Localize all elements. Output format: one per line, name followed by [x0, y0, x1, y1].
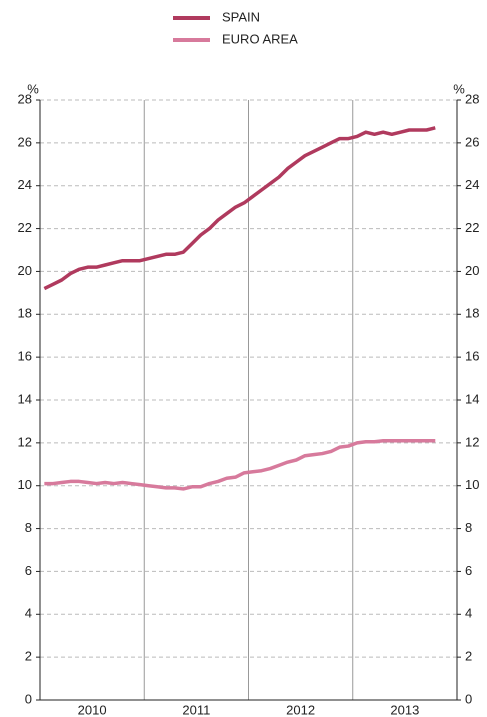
y2-tick-label: 20 [465, 263, 479, 278]
y2-tick-label: 0 [465, 691, 472, 706]
y2-tick-label: 22 [465, 220, 479, 235]
y-tick-label: 4 [25, 606, 32, 621]
legend-label: SPAIN [222, 9, 260, 24]
y2-tick-label: 24 [465, 177, 479, 192]
y2-tick-label: 2 [465, 649, 472, 664]
y-tick-label: 2 [25, 649, 32, 664]
y-tick-label: 12 [18, 434, 32, 449]
x-tick-label: 2010 [78, 702, 107, 717]
y2-tick-label: 8 [465, 520, 472, 535]
y-tick-label: 24 [18, 177, 32, 192]
x-tick-label: 2013 [390, 702, 419, 717]
series-line [43, 126, 436, 291]
y-tick-label: 26 [18, 134, 32, 149]
y-tick-label: 16 [18, 349, 32, 364]
y-tick-label: 0 [25, 691, 32, 706]
y2-tick-label: 16 [465, 349, 479, 364]
y-unit: % [27, 81, 39, 96]
legend-label: EURO AREA [222, 31, 298, 46]
y2-tick-label: 6 [465, 563, 472, 578]
y2-unit: % [453, 81, 465, 96]
y2-tick-label: 18 [465, 306, 479, 321]
y2-tick-label: 28 [465, 91, 479, 106]
y-tick-label: 8 [25, 520, 32, 535]
y2-tick-label: 26 [465, 134, 479, 149]
y2-tick-label: 14 [465, 391, 479, 406]
y-tick-label: 10 [18, 477, 32, 492]
y2-tick-label: 4 [465, 606, 472, 621]
y-tick-label: 14 [18, 391, 32, 406]
series-line [44, 438, 436, 491]
x-tick-label: 2012 [286, 702, 315, 717]
x-tick-label: 2011 [182, 702, 210, 717]
y-tick-label: 20 [18, 263, 32, 278]
y-tick-label: 6 [25, 563, 32, 578]
y2-tick-label: 12 [465, 434, 479, 449]
y-tick-label: 22 [18, 220, 32, 235]
y-tick-label: 28 [18, 91, 32, 106]
y-tick-label: 18 [18, 306, 32, 321]
y2-tick-label: 10 [465, 477, 479, 492]
